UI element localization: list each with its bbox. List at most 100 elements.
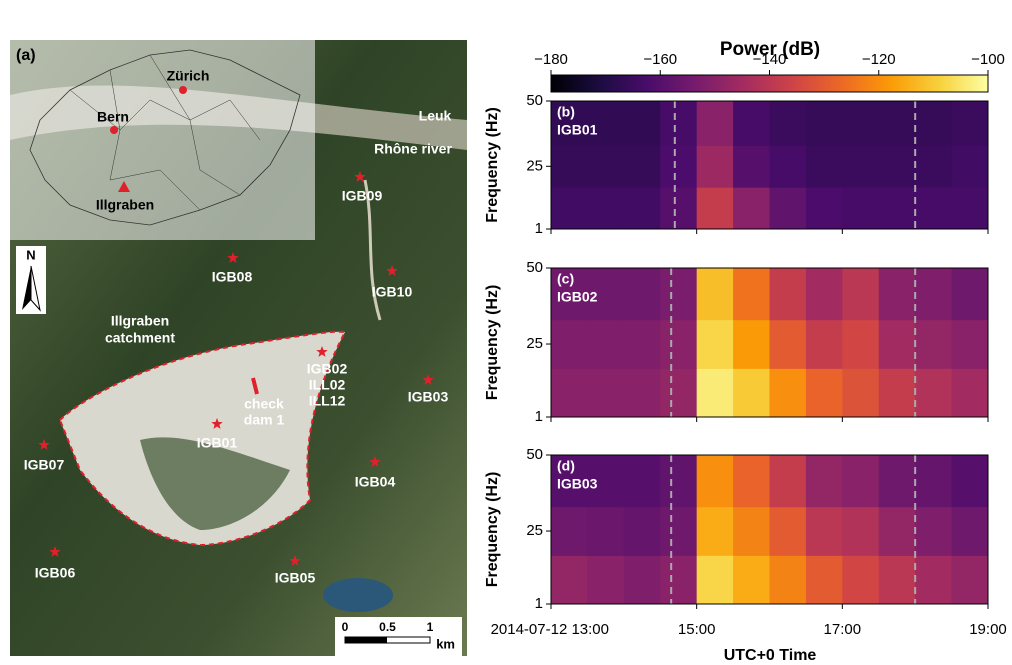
inset-place: Illgraben [96,197,154,213]
heatmap-cell [951,368,989,418]
scale-bar-fill [345,637,387,643]
heatmap-cell [733,319,770,369]
heatmap-cell [805,506,843,556]
heatmap-cell [696,319,734,369]
heatmap-cell [696,101,734,146]
heatmap-cell [951,145,989,188]
heatmap-cell [696,368,734,418]
heatmap-cell [842,455,880,508]
heatmap-cell [696,555,734,605]
heatmap-cell [805,145,843,188]
heatmap-cell [915,368,953,418]
heatmap-cell [842,368,880,418]
station-label: ILL12 [309,393,346,409]
heatmap-cell [587,506,625,556]
heatmap-cell [805,555,843,605]
north-label: N [26,247,35,262]
heatmap-cell [878,319,916,369]
station-marker [289,555,301,566]
heatmap-cell [551,319,588,369]
y-tick-label: 50 [526,259,543,276]
colorbar-tick-label: −100 [971,51,1005,68]
colorbar-title: Power (dB) [720,39,820,60]
heatmap-cell [769,187,807,230]
heatmap-cell [660,555,698,605]
heatmap-cell [660,187,698,230]
river-label: Rhône river [374,141,452,157]
heatmap-cell [805,368,843,418]
heatmap-cell [660,268,698,321]
heatmap-cell [733,268,770,321]
y-tick-label: 25 [526,157,543,174]
heatmap-cell [951,455,989,508]
heatmap-cell [733,101,770,146]
station-marker [422,374,434,385]
heatmap-cell [842,187,880,230]
heatmap-cell [551,101,588,146]
y-tick-label: 1 [535,408,543,425]
heatmap-cell [878,368,916,418]
heatmap-cell [878,187,916,230]
heatmap-cell [805,268,843,321]
x-tick-label: 19:00 [969,621,1007,638]
heatmap-cell [623,319,661,369]
catchment-outline [58,330,347,547]
heatmap-cell [915,268,953,321]
check-dam [251,377,259,395]
y-tick-label: 50 [526,92,543,109]
y-axis-label: Frequency (Hz) [484,285,501,401]
heatmap-cell [769,455,807,508]
heatmap-cell [587,455,625,508]
plot-frame [550,454,989,605]
north-arrow [30,265,41,312]
colorbar-tick-label: −160 [643,51,677,68]
lake [323,578,393,612]
heatmap-cell [878,455,916,508]
heatmap-cell [551,187,588,230]
panel-label: (d) [557,458,575,474]
station-label: IGB06 [35,565,76,581]
heatmap-cell [660,101,698,146]
heatmap-cell [769,268,807,321]
scale-tick-label: 0.5 [379,620,396,634]
y-tick-label: 25 [526,335,543,352]
heatmap-cell [733,506,770,556]
heatmap-cell [951,319,989,369]
station-marker [38,439,50,450]
heatmap-cell [696,455,734,508]
colorbar [550,74,989,93]
panel-label: (a) [16,47,36,64]
plot-frame [550,100,989,230]
heatmap-cell [915,319,953,369]
y-tick-label: 25 [526,522,543,539]
x-tick-label: 17:00 [824,621,862,638]
station-label: IGB04 [355,474,396,490]
heatmap-cell [878,268,916,321]
switzerland-outline [29,49,301,226]
scale-tick-label: 1 [427,620,434,634]
heatmap-cell [878,555,916,605]
map [10,40,467,656]
heatmap-cell [551,506,588,556]
colorbar-tick-label: −120 [862,51,896,68]
heatmap-cell [805,455,843,508]
plot-frame [550,267,989,418]
station-label: IGB08 [212,269,253,285]
heatmap-cell [769,101,807,146]
catchment-label: Illgraben [111,313,169,329]
heatmap-cell [769,368,807,418]
station-label: ILL02 [309,377,346,393]
station-label: IGB03 [557,476,598,492]
heatmap-cell [915,187,953,230]
station-marker [211,418,223,429]
city-marker [179,86,187,94]
heatmap-cell [878,145,916,188]
heatmap-cell [951,101,989,146]
heatmap-cell [733,187,770,230]
station-label: IGB02 [557,289,598,305]
station-label: IGB03 [408,389,449,405]
north-arrow [22,266,31,310]
heatmap-cell [587,145,625,188]
heatmap-cell [660,319,698,369]
heatmap-cell [623,455,661,508]
